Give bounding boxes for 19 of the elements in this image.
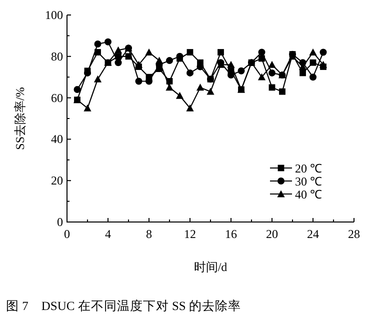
y-tick-label: 100: [45, 8, 63, 22]
x-tick-label: 24: [307, 227, 319, 241]
y-axis-title: SS去除率/%: [13, 87, 27, 150]
y-tick-label: 0: [57, 215, 63, 229]
y-tick-label: 60: [51, 90, 63, 105]
x-tick-label: 20: [266, 227, 278, 241]
x-tick-label: 16: [225, 227, 237, 241]
x-tick-label: 28: [348, 227, 360, 241]
legend-label: 30 ℃: [295, 174, 322, 188]
x-tick-label: 8: [146, 227, 152, 241]
y-tick-label: 40: [51, 132, 63, 146]
x-tick-label: 4: [105, 227, 111, 241]
legend-label: 20 ℃: [295, 162, 322, 176]
caption: 图 7 DSUC 在不同温度下对 SS 的去除率: [6, 298, 241, 313]
y-tick-label: 20: [51, 174, 63, 188]
y-tick-label: 80: [51, 49, 63, 64]
x-tick-label: 12: [184, 227, 196, 241]
x-axis-title: 时间/d: [194, 260, 228, 274]
legend-label: 40 ℃: [295, 188, 322, 202]
